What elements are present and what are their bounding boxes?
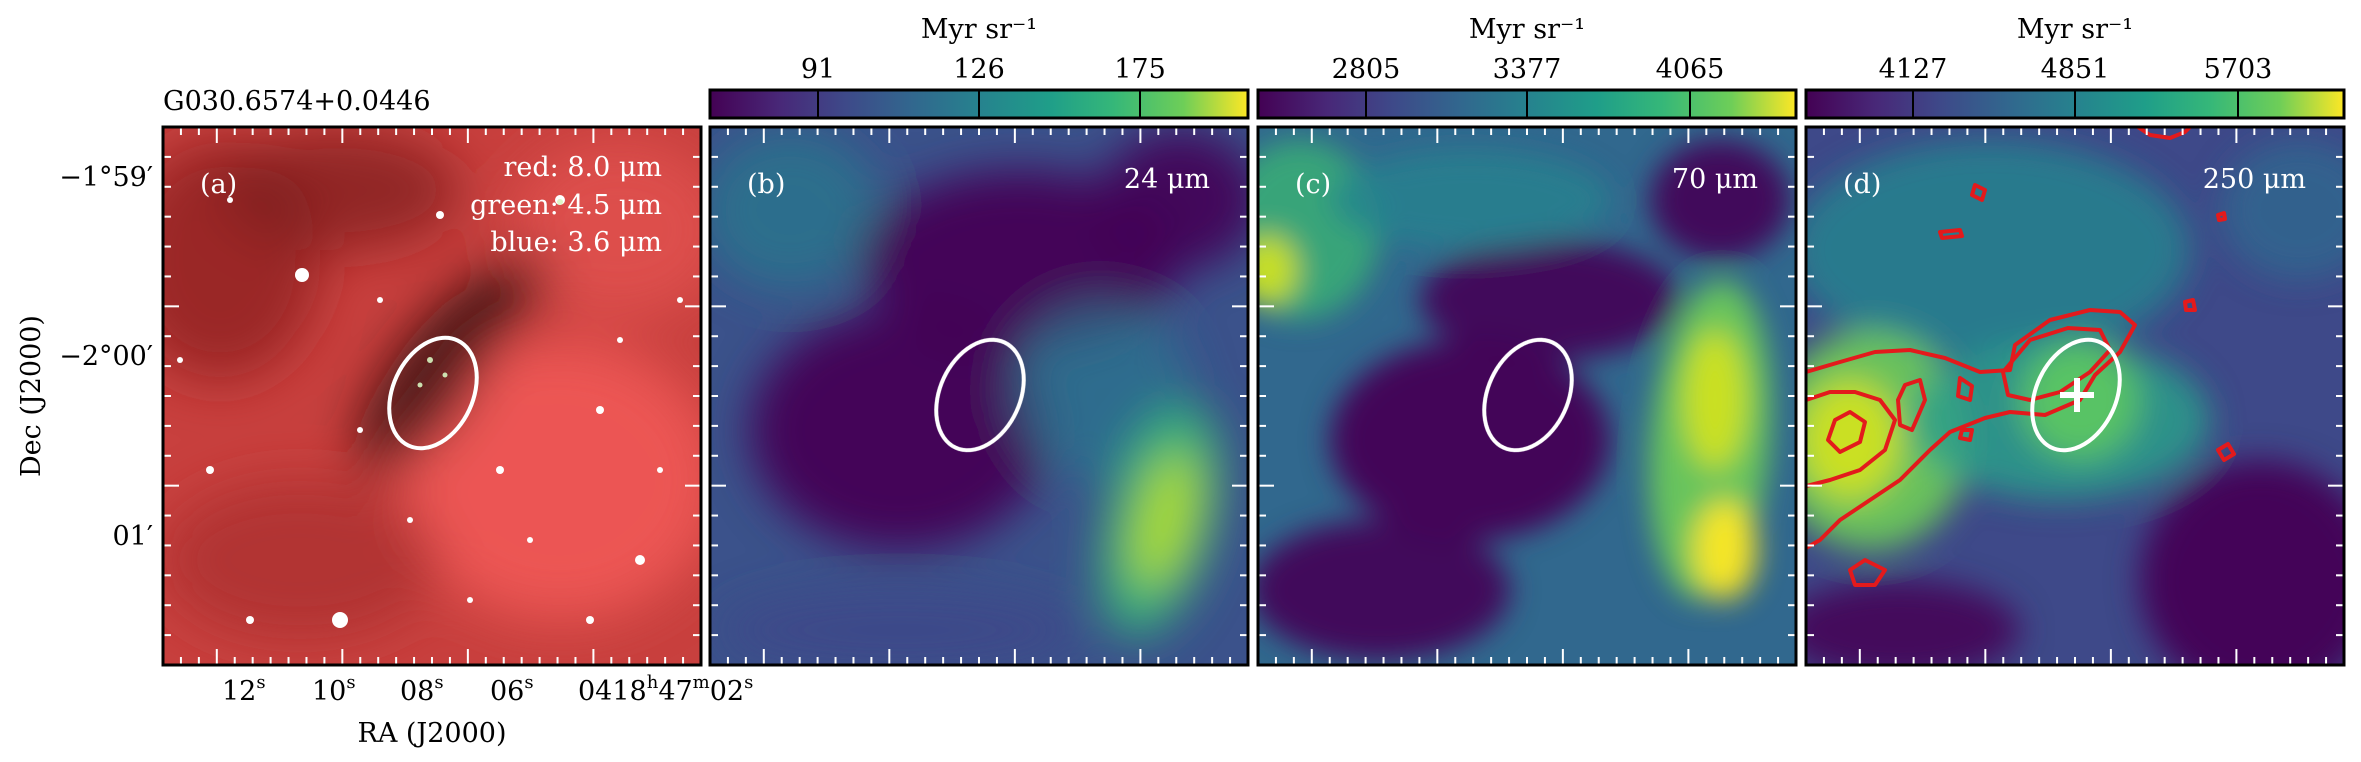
panel-b	[710, 127, 1248, 665]
panel-label-d: (d)	[1843, 169, 1881, 200]
panel-c	[1258, 127, 1796, 665]
ra-tick-06s: 06s	[490, 672, 534, 707]
colorbar-c: Myr sr⁻¹ 2805 3377 4065	[1256, 14, 1798, 120]
band-label-green: green: 4.5 μm	[470, 190, 662, 221]
panel-label-b: (b)	[747, 169, 785, 200]
band-label-blue: blue: 3.6 μm	[490, 227, 662, 258]
contours-250um	[1806, 127, 2236, 587]
colorbar-tick-c-1: 2805	[1332, 54, 1401, 85]
colorbar-tick-b-3: 175	[1114, 54, 1166, 85]
source-ellipse	[1482, 337, 1574, 453]
band-label-c: 70 μm	[1672, 164, 1758, 195]
source-name: G030.6574+0.0446	[163, 86, 431, 117]
ra-tick-12s: 12s	[222, 672, 266, 707]
star-field	[177, 195, 683, 628]
ra-tick-08s: 08s	[400, 672, 444, 707]
panel-label-a: (a)	[200, 169, 237, 200]
frame-panel-a	[161, 125, 703, 667]
colorbar-unit-c: Myr sr⁻¹	[1469, 14, 1585, 45]
ra-ticks: 12s 10s 08s 06s 0418h47m02s	[222, 672, 753, 707]
ra-tick-10s: 10s	[312, 672, 356, 707]
colorbar-tick-d-2: 4851	[2041, 54, 2110, 85]
source-ellipse	[2030, 337, 2122, 453]
dec-tick-3: 01′	[113, 521, 154, 552]
colorbar-tick-d-3: 5703	[2204, 54, 2273, 85]
band-label-b: 24 μm	[1124, 164, 1210, 195]
colorbar-b: Myr sr⁻¹ 91 126 175	[708, 14, 1250, 120]
panel-a	[163, 127, 701, 665]
panel-label-c: (c)	[1295, 169, 1331, 200]
colorbar-tick-c-2: 3377	[1493, 54, 1562, 85]
colorbar-tick-b-1: 91	[801, 54, 835, 85]
frame-panel-c	[1256, 125, 1798, 667]
panel-d	[1806, 127, 2344, 665]
colorbar-d: Myr sr⁻¹ 4127 4851 5703	[1804, 14, 2346, 120]
band-label-red: red: 8.0 μm	[503, 152, 662, 183]
dec-axis-label: Dec (J2000)	[16, 315, 47, 477]
panel-frames	[161, 125, 2346, 667]
dec-tick-2: −2°00′	[59, 341, 153, 372]
plus-marker	[2060, 378, 2094, 412]
colorbar-tick-c-3: 4065	[1656, 54, 1725, 85]
frame-panel-d	[1804, 125, 2346, 667]
colorbar-tick-b-2: 126	[953, 54, 1005, 85]
dec-tick-1: −1°59′	[59, 162, 153, 193]
band-label-d: 250 μm	[2203, 164, 2306, 195]
colorbar-tick-d-1: 4127	[1879, 54, 1948, 85]
source-ellipse	[387, 335, 479, 451]
colorbar-unit-d: Myr sr⁻¹	[2017, 14, 2133, 45]
ra-axis-label: RA (J2000)	[357, 718, 506, 749]
ra-tick-main: 0418h47m02s	[578, 672, 753, 707]
colorbar-unit-b: Myr sr⁻¹	[921, 14, 1037, 45]
source-ellipse	[934, 337, 1026, 453]
frame-panel-b	[708, 125, 1250, 667]
